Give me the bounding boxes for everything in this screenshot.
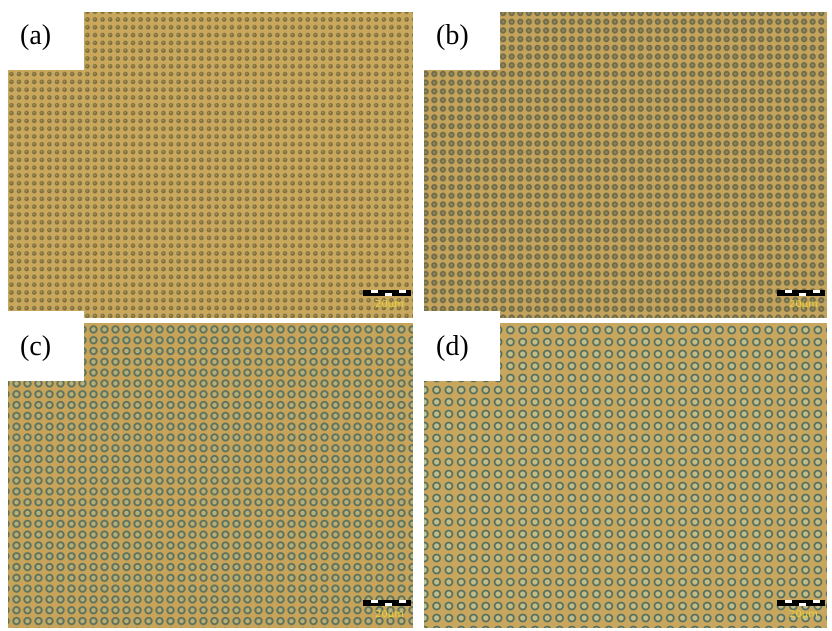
scale-bar-text: 20μm bbox=[789, 299, 818, 310]
scale-bar-text: 20μm bbox=[789, 609, 818, 620]
panel-label: (c) bbox=[20, 331, 51, 362]
panel: (d) 20μm bbox=[416, 311, 827, 628]
scale-bar-segment bbox=[399, 600, 406, 603]
scale-bar-segment bbox=[399, 290, 406, 293]
scale-bar-segment bbox=[813, 600, 820, 603]
panel-label: (a) bbox=[20, 20, 51, 51]
scale-bar-segment bbox=[385, 603, 392, 606]
scale-bar-segment bbox=[785, 290, 792, 293]
scale-bar-text: 20μm bbox=[375, 299, 404, 310]
scale-bar-segment bbox=[785, 600, 792, 603]
scale-bar-text: 20μm bbox=[375, 609, 404, 620]
panel-label: (d) bbox=[436, 331, 469, 362]
scale-bar-segment bbox=[799, 603, 806, 606]
scale-bar-segment bbox=[813, 290, 820, 293]
panel: (c) 20μm bbox=[0, 311, 413, 628]
scale-bar-segment bbox=[385, 293, 392, 296]
scale-bar-segment bbox=[799, 293, 806, 296]
scale-bar-segment bbox=[371, 290, 378, 293]
panel: (a) 20μm bbox=[0, 0, 413, 318]
scale-bar-segment bbox=[371, 600, 378, 603]
panel-label: (b) bbox=[436, 20, 469, 51]
panel: (b) 20μm bbox=[416, 0, 827, 318]
figure: (a) 20μm (b) 20μm (c) 20μm (d) 20μm bbox=[0, 0, 832, 631]
